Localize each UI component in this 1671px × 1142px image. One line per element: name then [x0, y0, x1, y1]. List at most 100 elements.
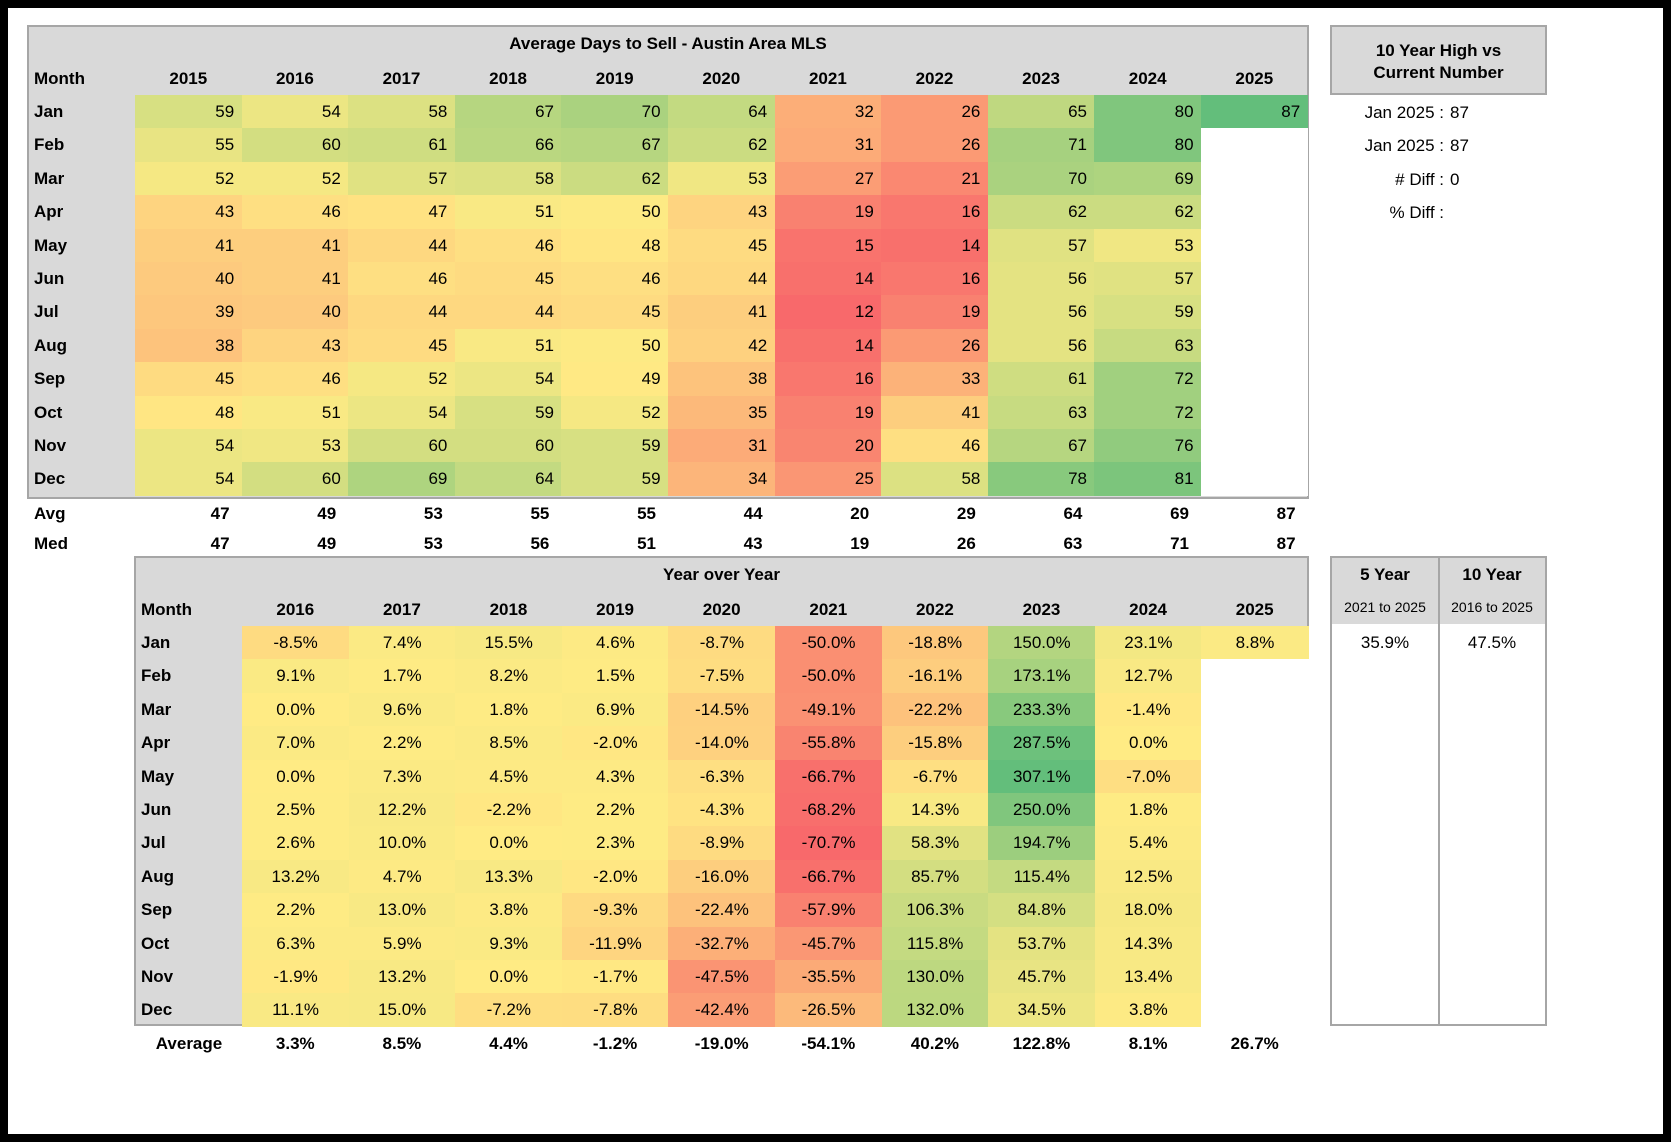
heat-cell: 69 — [348, 462, 456, 497]
yoy-heat-cell: 1.8% — [455, 692, 563, 727]
month-label: Nov — [34, 436, 67, 455]
heat-cell: 35 — [668, 395, 776, 430]
empty-cell — [1201, 328, 1309, 363]
heat-cell: 16 — [774, 362, 882, 397]
heat-cell: 44 — [348, 228, 456, 263]
days-to-sell-title: Average Days to Sell - Austin Area MLS — [509, 34, 827, 53]
year-over-year-title: Year over Year — [663, 565, 780, 584]
heat-cell: 70 — [987, 161, 1095, 196]
heat-cell: 26 — [881, 328, 989, 363]
heat-cell: 14 — [881, 228, 989, 263]
days-to-sell-summary: Avg 47 49 53 55 55 44 20 29 64 69 87 Med 47 49 53 56 51 43… — [27, 499, 1309, 559]
yoy-heat-cell: -18.8% — [881, 626, 989, 660]
high-vs-current-value: 87 — [1450, 103, 1469, 122]
yoy-year-header: 2017 — [382, 600, 421, 619]
heat-cell: 54 — [135, 429, 243, 463]
yoy-year-header: 2024 — [1129, 600, 1167, 619]
heat-cell: 46 — [241, 362, 349, 397]
yoy-heat-cell: 7.0% — [242, 726, 350, 761]
heat-cell: 70 — [561, 95, 669, 129]
yoy-heat-cell: 4.3% — [561, 759, 669, 794]
yoy-heat-cell: -50.0% — [775, 626, 883, 660]
yoy-heat-cell: 8.2% — [455, 659, 563, 694]
high-vs-current-value: 0 — [1450, 169, 1460, 189]
heat-cell: 76 — [1094, 429, 1202, 463]
heat-cell: 57 — [348, 161, 456, 196]
yoy-heat-cell: -2.2% — [455, 793, 563, 827]
yoy-heat-cell: -7.0% — [1094, 759, 1202, 794]
heat-cell: 72 — [1094, 362, 1202, 397]
yoy-heat-cell: 45.7% — [988, 960, 1096, 994]
yoy-heat-cell: -22.4% — [668, 893, 776, 928]
heat-cell: 60 — [241, 462, 349, 497]
heat-cell: 59 — [454, 395, 562, 430]
yoy-heat-cell: 8.8% — [1201, 626, 1309, 660]
summary-value: 29 — [956, 504, 976, 523]
yoy-year-header: 2025 — [1235, 600, 1274, 619]
heat-cell: 78 — [987, 462, 1095, 497]
heat-cell: 56 — [987, 295, 1095, 330]
heat-cell: 52 — [348, 362, 456, 397]
heat-cell: 59 — [561, 429, 669, 463]
heat-cell: 67 — [987, 429, 1095, 463]
heat-cell: 62 — [561, 161, 669, 196]
yoy-heat-cell: 0.0% — [455, 960, 563, 994]
growth-panel: 5 Year 2021 to 2025 35.9% 10 Year 2016 to 20… — [1330, 556, 1547, 1026]
yoy-year-header: 2020 — [702, 600, 741, 619]
yoy-heat-cell: -1.7% — [561, 960, 669, 994]
year-over-year-summary: Average 3.3% 8.5% 4.4% -1.2% -19.0% -54.1% 40.2… — [134, 1026, 1309, 1062]
heat-cell: 62 — [1094, 195, 1202, 230]
heat-cell: 51 — [241, 395, 349, 430]
empty-cell — [1201, 462, 1309, 497]
month-label: Dec — [34, 469, 66, 489]
heat-cell: 16 — [881, 262, 989, 296]
yoy-heat-cell: -50.0% — [775, 659, 883, 694]
heat-cell: 41 — [881, 395, 989, 430]
yoy-heat-cell: 15.0% — [348, 993, 456, 1028]
yoy-heat-cell: 13.4% — [1094, 960, 1202, 994]
heat-cell: 45 — [561, 295, 669, 330]
summary-value: 49 — [317, 534, 337, 553]
yoy-summary-value: 26.7% — [1230, 1034, 1279, 1053]
yoy-heat-cell: 0.0% — [1094, 726, 1202, 761]
high-vs-current-title-line2: Current Number — [1373, 63, 1504, 82]
growth-range: 2016 to 2025 — [1451, 599, 1533, 615]
heat-cell: 53 — [241, 429, 349, 463]
yoy-heat-cell: -49.1% — [775, 692, 883, 727]
heat-cell: 33 — [881, 362, 989, 397]
year-header: 2016 — [275, 69, 314, 88]
heat-cell: 72 — [1094, 395, 1202, 430]
empty-cell — [1201, 429, 1309, 463]
heat-cell: 49 — [561, 362, 669, 397]
empty-cell — [1201, 195, 1309, 230]
heat-cell: 34 — [668, 462, 776, 497]
heat-cell: 59 — [561, 462, 669, 497]
yoy-year-header: 2019 — [596, 600, 634, 619]
yoy-summary-value: 40.2% — [910, 1034, 959, 1053]
yoy-heat-cell: -7.8% — [561, 993, 669, 1028]
summary-value: 63 — [1063, 534, 1083, 553]
yoy-heat-cell: 3.8% — [1094, 993, 1202, 1028]
yoy-month-header: Month — [141, 600, 192, 619]
yoy-heat-cell: 1.8% — [1094, 793, 1202, 827]
yoy-year-header: 2018 — [489, 600, 528, 619]
heat-cell: 60 — [348, 429, 456, 463]
month-header: Month — [34, 69, 85, 88]
yoy-heat-cell: 2.2% — [242, 893, 350, 928]
yoy-summary-value: -19.0% — [694, 1034, 749, 1053]
heat-cell: 43 — [135, 195, 243, 230]
heat-cell: 14 — [774, 328, 882, 363]
yoy-summary-value: -54.1% — [801, 1034, 856, 1053]
heat-cell: 48 — [135, 395, 243, 430]
heat-cell: 80 — [1094, 95, 1202, 129]
yoy-heat-cell: 10.0% — [348, 826, 456, 861]
yoy-heat-cell: -2.0% — [561, 859, 669, 894]
empty-cell — [1201, 926, 1309, 961]
yoy-heat-cell: -47.5% — [668, 960, 776, 994]
yoy-heat-cell: 2.3% — [561, 826, 669, 861]
heat-cell: 32 — [774, 95, 882, 129]
growth-value: 35.9% — [1360, 633, 1410, 652]
heat-cell: 66 — [454, 128, 562, 163]
heat-cell: 38 — [668, 362, 776, 397]
heat-cell: 45 — [348, 328, 456, 363]
